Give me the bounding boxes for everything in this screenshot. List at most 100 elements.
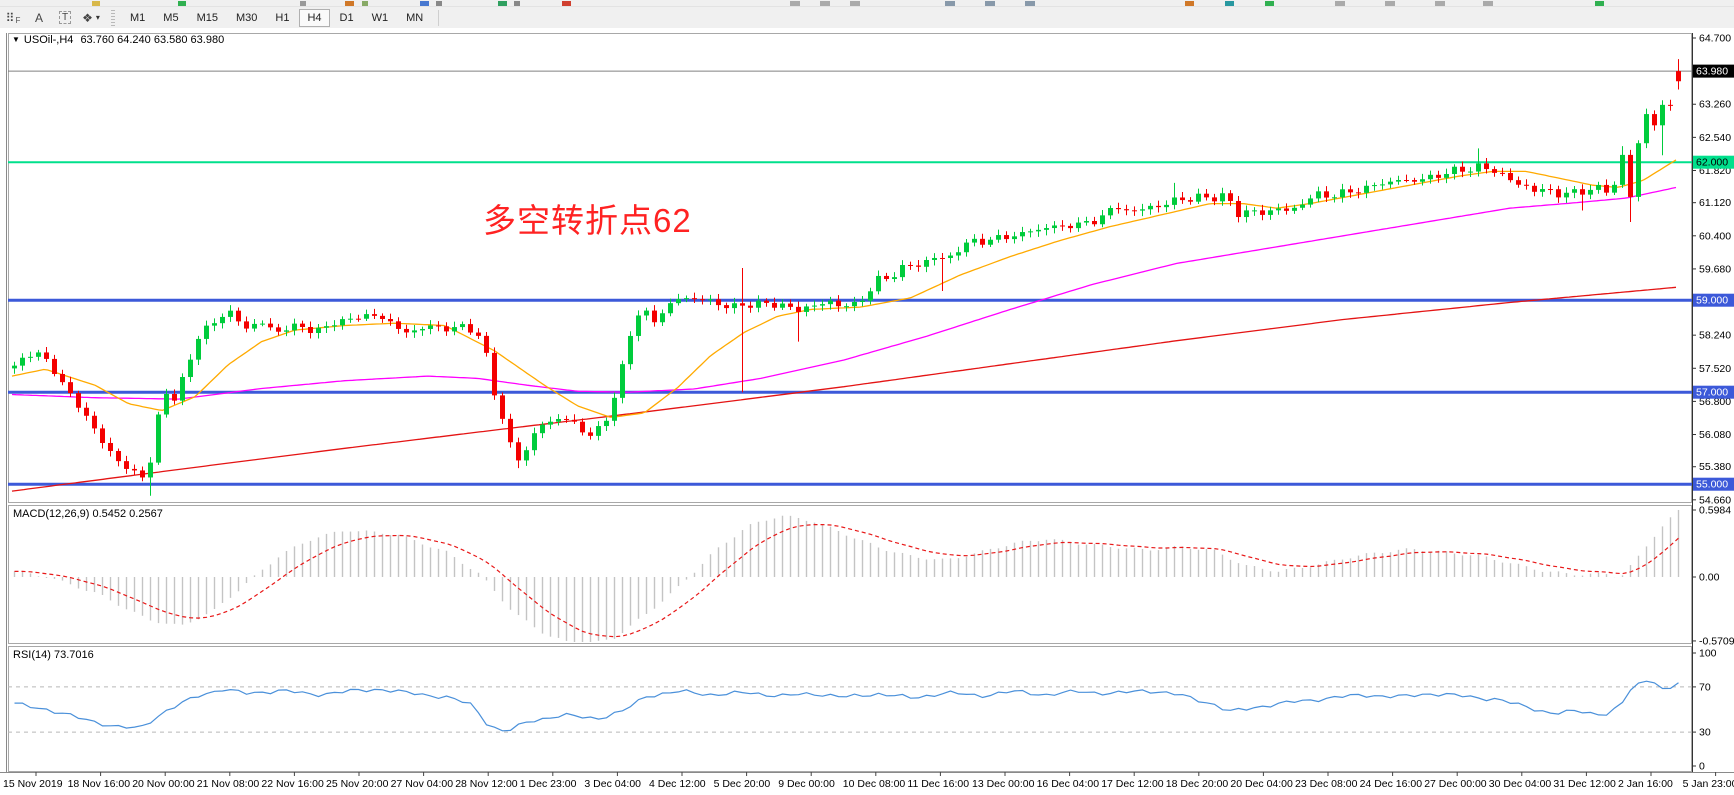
clipped-icon-fragment	[790, 1, 800, 6]
candle-body	[1332, 197, 1337, 199]
timeframe-button-m5[interactable]: M5	[155, 9, 186, 27]
candle-body	[612, 397, 617, 421]
candle-body	[1084, 220, 1089, 223]
price-tick-label: 64.700	[1699, 33, 1731, 45]
clipped-icon-fragment	[985, 1, 995, 6]
candle-body	[140, 470, 145, 478]
candle-body	[1324, 191, 1329, 198]
level-57.000-badge	[1693, 385, 1734, 399]
slow-ma-line[interactable]	[11, 286, 1677, 492]
time-axis-label: 23 Dec 08:00	[1295, 778, 1358, 790]
candle-body	[1380, 184, 1385, 186]
candle-body	[892, 277, 897, 280]
rsi-line	[14, 680, 1679, 732]
symbol-title-bar[interactable]: ▼ USOil-,H4 63.760 64.240 63.580 63.980	[12, 34, 224, 46]
candle-body	[36, 352, 41, 357]
candle-body	[788, 303, 793, 307]
candle-body	[716, 299, 721, 306]
candle-body	[332, 325, 337, 327]
collapse-triangle-icon[interactable]: ▼	[12, 35, 20, 44]
fast-ma-line[interactable]	[11, 159, 1677, 418]
candle-body	[692, 298, 697, 300]
candle-body	[1244, 210, 1249, 218]
candle-body	[1436, 174, 1441, 178]
candle-body	[1180, 197, 1185, 201]
text-label-tool-button[interactable]: T	[53, 9, 77, 27]
candle-body	[60, 374, 65, 383]
level-62.000-badge-label: 62.000	[1696, 157, 1728, 169]
candle-body	[1092, 220, 1097, 225]
clipped-icon-fragment	[1225, 1, 1234, 6]
crosshair-grid-tool-button[interactable]: ⠿ F	[1, 9, 25, 27]
timeframe-button-h4[interactable]: H4	[299, 8, 330, 27]
candle-body	[988, 239, 993, 245]
candle-body	[452, 327, 457, 332]
candle-body	[1676, 71, 1681, 82]
candle-body	[684, 298, 689, 300]
candle-body	[636, 315, 641, 336]
candle-body	[1476, 163, 1481, 172]
chart-surface[interactable]: 64.700 63.260 62.540 61.820 61.120 60.400 59.6…	[0, 28, 1734, 795]
candle-body	[284, 330, 289, 332]
candle-body	[1452, 166, 1457, 174]
timeframe-button-w1[interactable]: W1	[364, 9, 397, 27]
candle-body	[604, 420, 609, 427]
time-axis-label: 18 Dec 20:00	[1166, 778, 1229, 790]
candle-body	[796, 306, 801, 312]
time-axis[interactable]: 15 Nov 2019 18 Nov 16:00 20 Nov 00:00 21 No…	[3, 772, 1734, 790]
timeframe-button-mn[interactable]: MN	[398, 9, 431, 27]
candle-body	[1308, 198, 1313, 205]
macd-tick-label: -0.5709	[1699, 635, 1734, 647]
candle-body	[1060, 225, 1065, 227]
candle-body	[1612, 184, 1617, 193]
candle-body	[1132, 210, 1137, 212]
timeframe-button-d1[interactable]: D1	[332, 9, 362, 27]
candle-body	[660, 313, 665, 323]
candle-body	[1508, 173, 1513, 181]
macd-indicator-label: MACD(12,26,9) 0.5452 0.2567	[13, 508, 163, 520]
candle-body	[1068, 225, 1073, 229]
toolbar-grip[interactable]	[110, 9, 117, 26]
clipped-icon-fragment	[420, 1, 429, 6]
text-tool-button[interactable]: A	[27, 9, 51, 27]
rsi-indicator-label: RSI(14) 73.7016	[13, 649, 94, 661]
candle-body	[1572, 189, 1577, 193]
timeframe-button-m15[interactable]: M15	[189, 9, 226, 27]
timeframe-button-m1[interactable]: M1	[122, 9, 153, 27]
shapes-tool-button[interactable]: ❖ ▾	[79, 9, 103, 27]
price-tick-label: 57.520	[1699, 363, 1731, 375]
candle-body	[1548, 189, 1553, 191]
candle-body	[348, 318, 353, 320]
candle-body	[844, 306, 849, 308]
candle-body	[364, 314, 369, 319]
horizontal-level-lines[interactable]	[8, 70, 1692, 486]
rsi-indicator: 100 70 30 0	[8, 648, 1717, 773]
candle-body	[972, 238, 977, 243]
clipped-icon-fragment	[562, 1, 571, 6]
medium-ma-line[interactable]	[11, 186, 1677, 400]
rsi-tick-label: 30	[1699, 727, 1711, 739]
level-55.000-badge-label: 55.000	[1696, 479, 1728, 491]
candle-body	[324, 326, 329, 328]
candle-body	[924, 260, 929, 267]
candle-body	[1020, 232, 1025, 237]
candle-body	[1396, 179, 1401, 182]
candle-body	[1164, 204, 1169, 208]
candle-body	[780, 303, 785, 308]
candle-body	[964, 242, 969, 253]
level-62.000-badge	[1693, 155, 1734, 169]
clipped-icon-fragment	[850, 1, 860, 6]
timeframe-button-m30[interactable]: M30	[228, 9, 265, 27]
chart-text-annotation[interactable]: 多空转折点62	[483, 202, 692, 239]
time-axis-label: 18 Nov 16:00	[68, 778, 131, 790]
candle-body	[1148, 205, 1153, 210]
clipped-icon-fragment	[1483, 1, 1493, 6]
candle-body	[948, 255, 953, 259]
dotted-grid-icon-sub: F	[15, 16, 21, 25]
candle-body	[996, 235, 1001, 240]
candle-body	[916, 265, 921, 267]
candle-body	[1588, 189, 1593, 195]
candle-body	[1316, 191, 1321, 199]
timeframe-button-h1[interactable]: H1	[267, 9, 297, 27]
clipped-icon-fragment	[1435, 1, 1445, 6]
